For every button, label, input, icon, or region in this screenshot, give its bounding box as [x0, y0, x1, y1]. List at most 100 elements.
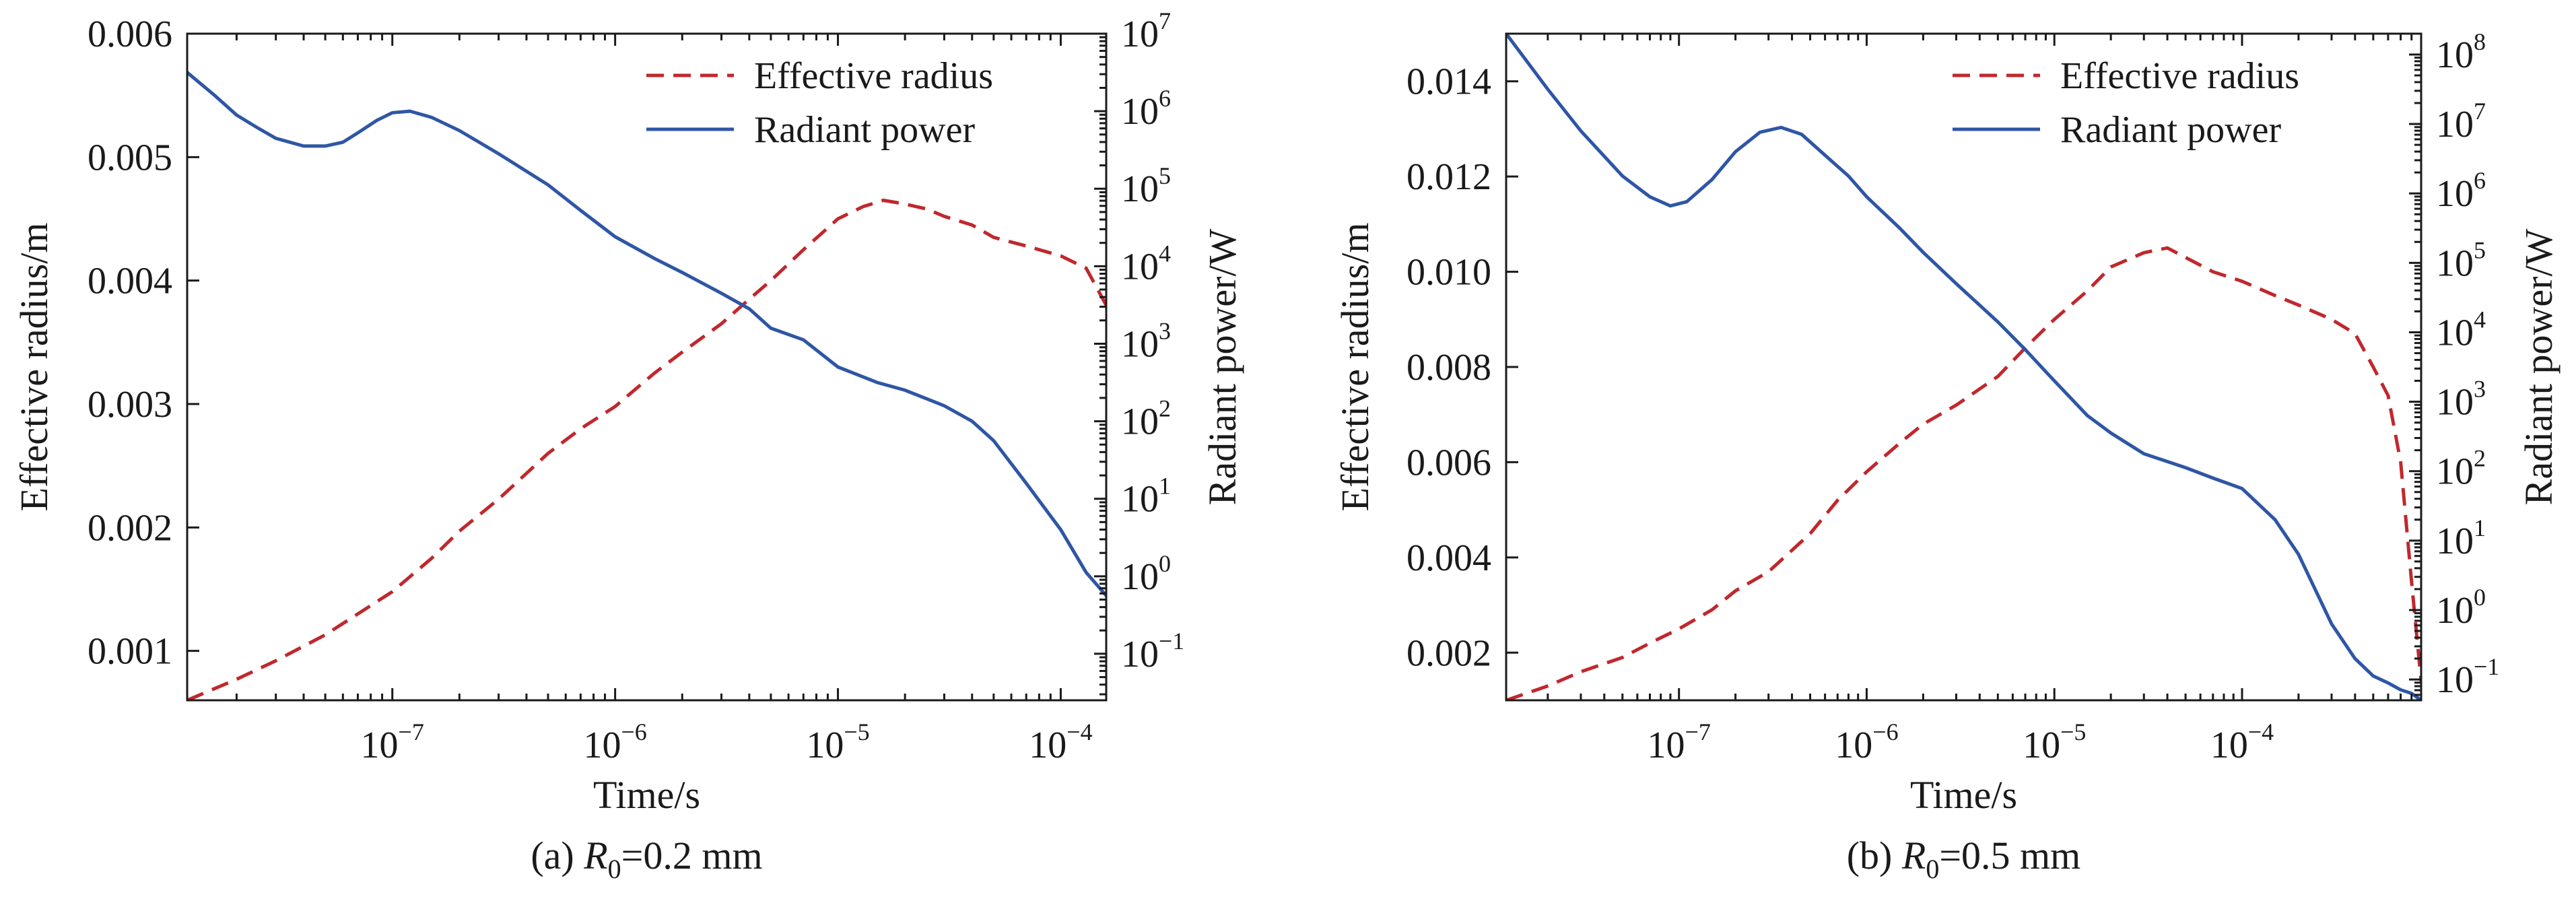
x-tick-exponent: −7 [1685, 718, 1711, 745]
legend-power-label: Radiant power [754, 109, 975, 151]
y-right-tick-exponent: −1 [2474, 653, 2499, 680]
y-right-tick-label: 104 [2436, 306, 2486, 354]
y-right-axis-label: Radiant power/W [2517, 228, 2561, 505]
y-right-tick-base: 10 [1121, 479, 1159, 520]
y-left-tick-label: 0.006 [88, 13, 172, 55]
legend: Effective radius Radiant power [646, 55, 993, 151]
y-right-axis-label: Radiant power/W [1200, 228, 1244, 505]
y-right-tick-label: 10−1 [2436, 653, 2499, 701]
y-right-tick-exponent: 6 [1159, 85, 1171, 112]
x-tick-exponent: −5 [2060, 718, 2086, 745]
x-tick-base: 10 [1648, 725, 1685, 766]
plot-frame [1505, 32, 2422, 702]
y-right-tick-exponent: 7 [2474, 98, 2486, 125]
y-right-tick-label: 106 [1121, 85, 1171, 133]
y-right-tick-base: 10 [1121, 246, 1159, 288]
x-tick-label: 10−6 [1835, 718, 1898, 766]
y-left-tick-label: 0.004 [88, 261, 172, 302]
x-tick-label: 10−4 [2210, 718, 2274, 766]
caption-prefix: (a) [531, 834, 584, 877]
effective-radius-line [187, 198, 1106, 700]
y-right-tick-exponent: 4 [1159, 240, 1171, 267]
y-right-tick-base: 10 [1121, 13, 1159, 55]
x-tick-label: 10−6 [583, 718, 646, 766]
effective-radius-line [1506, 246, 2421, 700]
panel-a: 10−7 10−6 10−5 10−40.0010.0020.0030.0040.00… [12, 7, 1244, 884]
x-tick-base: 10 [806, 725, 844, 766]
x-tick-base: 10 [2210, 725, 2248, 766]
y-left-tick-label: 0.008 [1406, 347, 1491, 389]
legend: Effective radius Radiant power [1953, 55, 2299, 151]
y-right-tick-exponent: 4 [2474, 306, 2486, 333]
panel-caption: (a) R0=0.2 mm [531, 834, 762, 884]
caption-subscript: 0 [1926, 854, 1939, 884]
y-right-tick-base: 10 [1121, 401, 1159, 443]
y-right-tick-label: 107 [1121, 7, 1171, 55]
y-left-tick-label: 0.006 [1406, 442, 1491, 483]
y-right-tick-base: 10 [2436, 34, 2474, 76]
y-right-tick-label: 108 [2436, 28, 2486, 76]
y-right-tick-label: 105 [2436, 236, 2486, 284]
x-tick-label: 10−5 [2023, 718, 2086, 766]
y-right-tick-label: 104 [1121, 240, 1171, 288]
y-right-tick-exponent: 5 [2474, 236, 2486, 263]
y-left-tick-label: 0.005 [88, 137, 172, 178]
x-tick-base: 10 [1029, 725, 1066, 766]
panel-caption: (b) R0=0.5 mm [1847, 834, 2081, 884]
y-right-tick-label: 103 [1121, 317, 1171, 365]
y-left-axis-label: Effective radius/m [12, 223, 56, 512]
y-right-tick-exponent: 1 [2474, 514, 2486, 541]
radiant-power-line [1506, 34, 2421, 700]
y-right-tick-exponent: 5 [1159, 162, 1171, 189]
y-right-tick-label: 101 [1121, 473, 1171, 520]
y-right-tick-base: 10 [1121, 323, 1159, 365]
y-right-tick-base: 10 [2436, 659, 2474, 701]
y-right-tick-base: 10 [2436, 590, 2474, 632]
legend-radius-label: Effective radius [754, 55, 993, 97]
panel-b: 10−7 10−6 10−5 10−40.0020.0040.0060.0080.01… [1333, 28, 2561, 884]
y-right-tick-label: 103 [2436, 376, 2486, 424]
y-left-tick-label: 0.002 [1406, 632, 1491, 674]
y-left-tick-label: 0.010 [1406, 252, 1491, 294]
y-right-tick-base: 10 [1121, 634, 1159, 675]
y-right-tick-label: 100 [1121, 550, 1171, 598]
caption-symbol: R [583, 834, 607, 877]
caption-prefix: (b) [1847, 834, 1902, 877]
x-tick-base: 10 [361, 725, 399, 766]
y-right-tick-exponent: −1 [1159, 628, 1184, 654]
y-right-tick-base: 10 [2436, 520, 2474, 562]
x-tick-exponent: −6 [1872, 718, 1898, 745]
y-left-tick-label: 0.004 [1406, 537, 1491, 579]
y-right-tick-label: 106 [2436, 167, 2486, 215]
y-right-tick-exponent: 2 [1159, 395, 1171, 422]
y-right-tick-base: 10 [1121, 556, 1159, 598]
caption-suffix: =0.5 mm [1939, 834, 2080, 877]
y-right-tick-exponent: 0 [1159, 550, 1171, 577]
x-tick-exponent: −4 [1066, 718, 1092, 745]
y-right-tick-label: 10−1 [1121, 628, 1184, 675]
y-right-tick-label: 100 [2436, 584, 2486, 632]
y-right-tick-base: 10 [1121, 168, 1159, 210]
y-right-tick-base: 10 [2436, 451, 2474, 493]
y-right-tick-exponent: 3 [2474, 376, 2486, 403]
x-tick-label: 10−4 [1029, 718, 1092, 766]
x-axis-label: Time/s [593, 773, 700, 817]
y-right-tick-base: 10 [2436, 173, 2474, 215]
x-tick-exponent: −7 [399, 718, 424, 745]
y-right-tick-base: 10 [2436, 312, 2474, 354]
y-right-tick-base: 10 [2436, 382, 2474, 424]
y-right-tick-exponent: 8 [2474, 28, 2486, 55]
radiant-power-line [187, 71, 1106, 597]
y-right-tick-exponent: 3 [1159, 317, 1171, 344]
y-right-tick-label: 102 [2436, 445, 2486, 493]
y-left-tick-label: 0.001 [88, 631, 172, 673]
y-left-tick-label: 0.012 [1406, 156, 1491, 198]
legend-radius-label: Effective radius [2060, 55, 2299, 97]
x-tick-base: 10 [2023, 725, 2060, 766]
y-right-tick-exponent: 1 [1159, 473, 1171, 500]
x-tick-label: 10−7 [1648, 718, 1711, 766]
y-left-tick-label: 0.003 [88, 384, 172, 426]
legend-power-label: Radiant power [2060, 109, 2281, 151]
